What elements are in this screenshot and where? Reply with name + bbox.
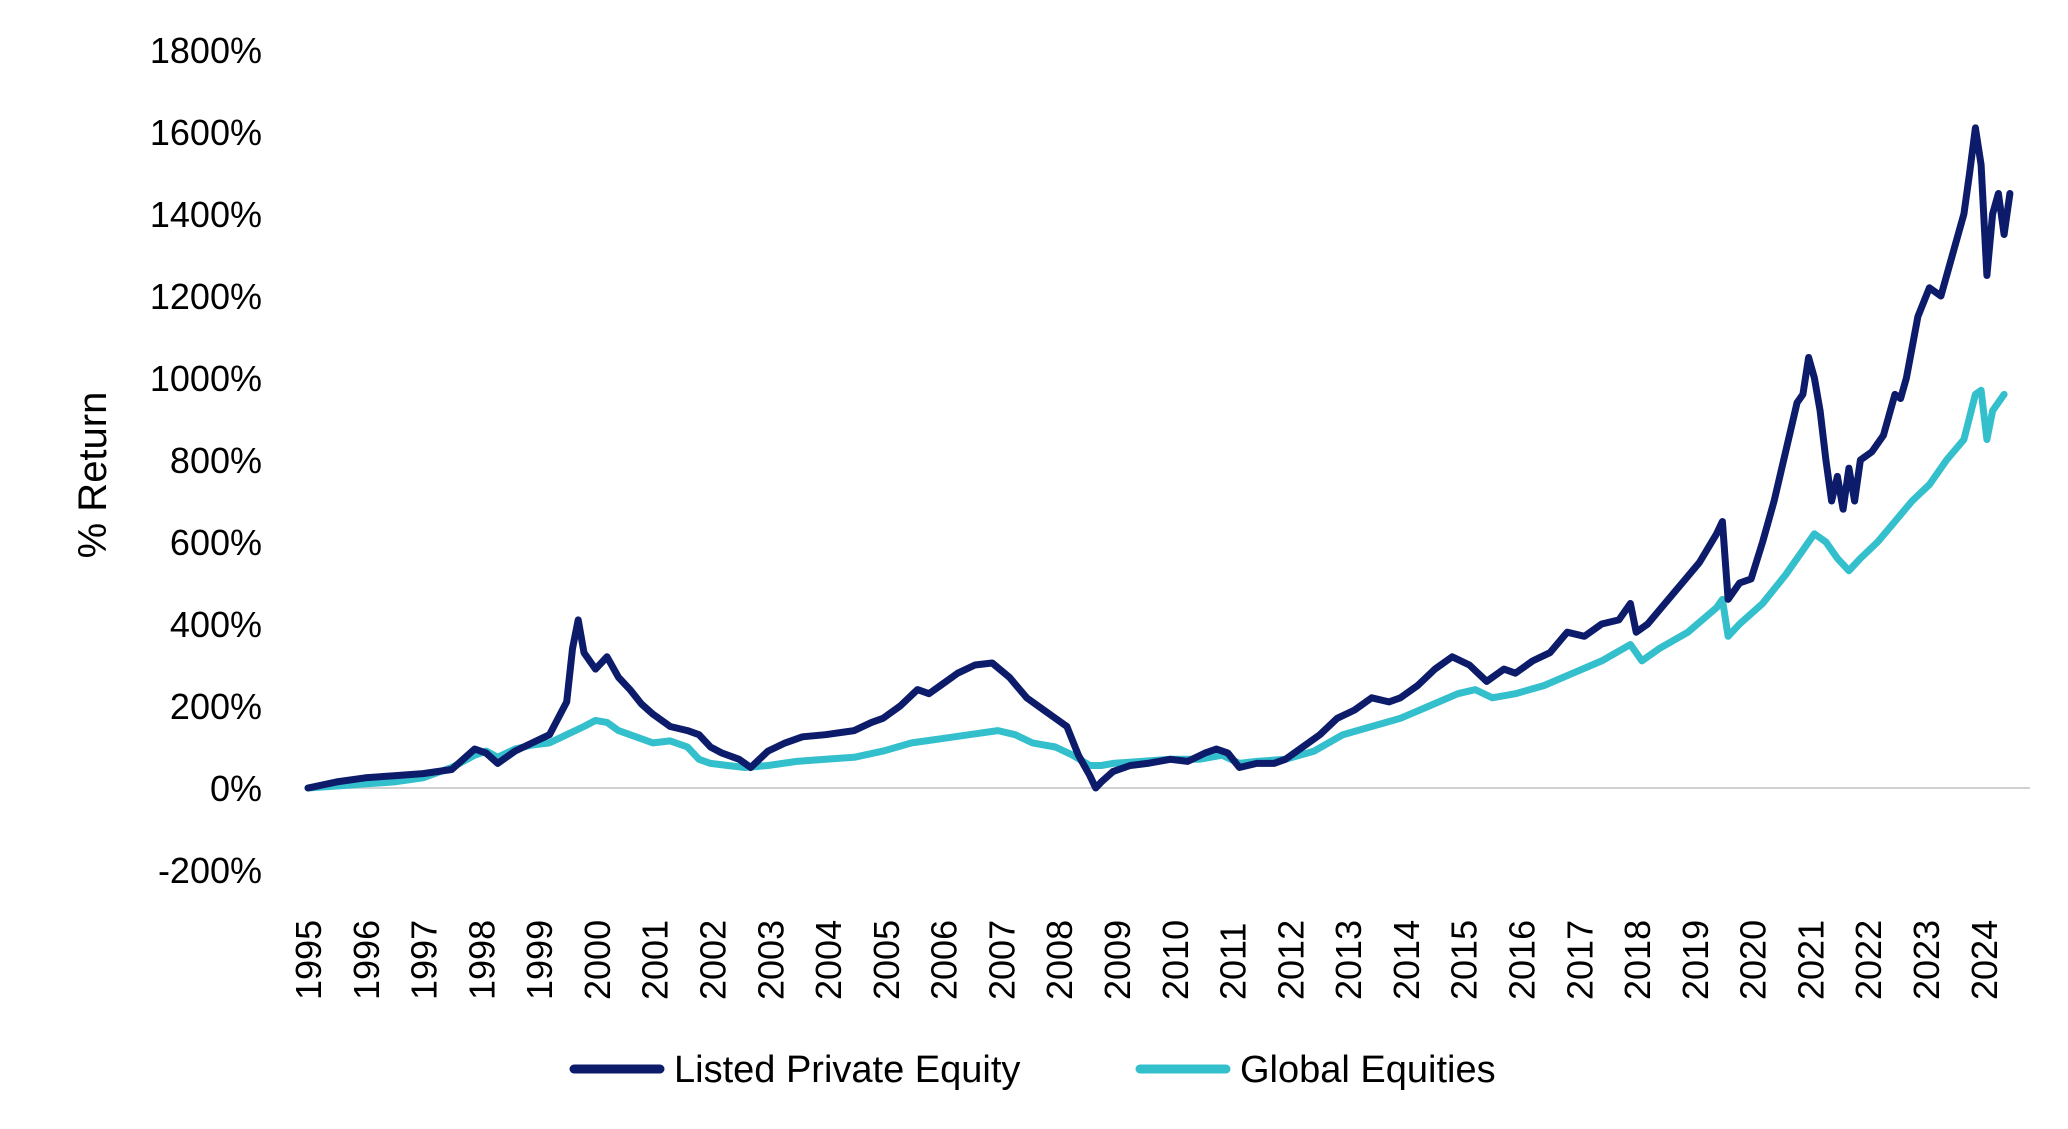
- y-tick-label: 600%: [170, 522, 262, 563]
- x-tick-label: 2023: [1906, 920, 1947, 1000]
- y-tick-label: -200%: [158, 850, 262, 891]
- y-axis-title: % Return: [71, 392, 115, 559]
- series-line-global-equities: [304, 386, 2008, 792]
- y-tick-label: 1600%: [150, 112, 262, 153]
- x-tick-label: 2000: [577, 920, 618, 1000]
- y-tick-label: 1800%: [150, 30, 262, 71]
- legend-label: Listed Private Equity: [674, 1049, 1020, 1091]
- x-tick-label: 2021: [1790, 920, 1831, 1000]
- x-tick-label: 2014: [1386, 920, 1427, 1000]
- x-tick-label: 1995: [288, 920, 329, 1000]
- x-tick-label: 2011: [1213, 923, 1254, 1000]
- y-axis-title-group: % Return: [71, 392, 115, 559]
- x-tick-label: 2019: [1675, 920, 1716, 1000]
- x-tick-label: 2001: [635, 920, 676, 1000]
- x-tick-label: 2006: [924, 920, 965, 1000]
- y-axis-ticks: 1800% 1600% 1400% 1200% 1000% 800% 600% 400% 200…: [150, 30, 262, 891]
- x-tick-label: 2020: [1733, 920, 1774, 1000]
- y-tick-label: 1200%: [150, 276, 262, 317]
- x-tick-label: 1998: [461, 920, 502, 1000]
- y-tick-label: 0%: [210, 768, 262, 809]
- x-tick-label: 1997: [404, 920, 445, 1000]
- x-tick-label: 2010: [1155, 920, 1196, 1000]
- x-tick-label: 2016: [1501, 920, 1542, 1000]
- series-lines: [304, 124, 2014, 792]
- y-tick-label: 400%: [170, 604, 262, 645]
- x-tick-label: 2017: [1559, 920, 1600, 1000]
- x-tick-label: 2005: [866, 920, 907, 1000]
- x-tick-label: 2018: [1617, 920, 1658, 1000]
- x-tick-label: 1999: [519, 920, 560, 1000]
- x-tick-label: 2008: [1039, 920, 1080, 1000]
- y-tick-label: 1000%: [150, 358, 262, 399]
- y-tick-label: 200%: [170, 686, 262, 727]
- x-tick-label: 2002: [692, 920, 733, 1000]
- x-tick-label: 2007: [981, 920, 1022, 1000]
- x-tick-label: 2013: [1328, 920, 1369, 1000]
- series-line-listed-private-equity: [304, 124, 2014, 792]
- x-tick-label: 2024: [1964, 920, 2005, 1000]
- x-tick-label: 2003: [750, 920, 791, 1000]
- x-tick-label: 2009: [1097, 920, 1138, 1000]
- x-tick-label: 2022: [1848, 920, 1889, 1000]
- y-tick-label: 1400%: [150, 194, 262, 235]
- y-tick-label: 800%: [170, 440, 262, 481]
- x-tick-label: 2012: [1270, 920, 1311, 1000]
- x-axis-ticks: 1995 1996 1997 1998 1999 2000 2001 2002 2003 2004…: [288, 920, 2005, 1000]
- x-tick-label: 2015: [1444, 920, 1485, 1000]
- x-tick-label: 1996: [346, 920, 387, 1000]
- x-tick-label: 2004: [808, 920, 849, 1000]
- legend: Listed Private Equity Global Equities: [569, 1049, 1496, 1091]
- legend-label: Global Equities: [1240, 1049, 1496, 1091]
